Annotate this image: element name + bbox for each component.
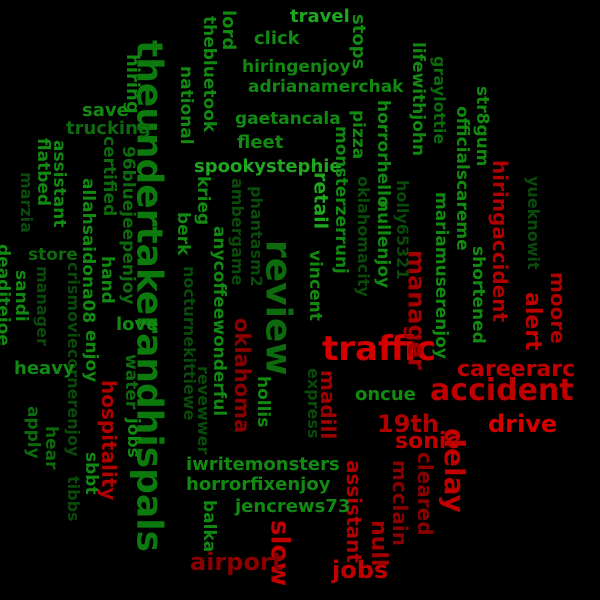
word-hospitality: hospitality [97,380,121,500]
word-nocturnekittiewe: nocturnekittiewe [180,266,199,421]
word-hiringenjoy: hiringenjoy [242,57,351,77]
word-click: click [254,28,301,49]
word-stops: stops [348,14,369,69]
word-fleet: fleet [237,132,284,153]
word-berk: berk [173,212,193,256]
word-hiring: hiring [122,54,143,114]
word-theundertakerandhispals: theundertakerandhispals [128,40,169,552]
word-apply: apply [23,406,43,459]
word-pizza: pizza [348,110,368,159]
word-moore: moore [546,272,570,344]
word-love: love [116,314,158,335]
word-horrorhello: horrorhello [373,100,393,208]
word-sonic: sonic [395,429,459,454]
word-tibbs: tibbs [64,476,83,522]
word-spookystephie: spookystephie [194,156,342,177]
word-delay: delay [438,428,471,513]
word-thebluetook: thebluetook [199,16,219,133]
word-revewwer: revewwer [194,366,213,454]
word-save: save [82,100,129,121]
word-store: store [28,245,78,265]
word-yueknowit: yueknowit [524,176,543,270]
word-gaetancala: gaetancala [235,109,341,129]
word-traffic: traffic [322,329,436,369]
word-deaditejoe: deaditejoe [0,244,13,346]
word-mcclain: mcclain [388,460,412,546]
word-krieg: krieg [193,176,213,225]
word-hand: hand [97,256,117,304]
word-null: null [366,520,391,566]
word-phantasm2: phantasm2 [247,186,266,287]
word-marzia: marzia [17,172,36,233]
word-flatbed: flatbed [33,138,53,206]
word-cleared: cleared [413,452,437,536]
word-drive: drive [488,410,557,438]
word-anycoffeewonderful: anycoffeewonderful [209,226,229,416]
word-str8gum: str8gum [472,86,492,166]
word-oncue: oncue [355,384,416,405]
word-national: national [176,66,196,145]
word-iwritemonsters: iwritemonsters [186,454,340,475]
word-crismoviecornerenjoy: crismoviecornerenjoy [64,262,83,457]
word-alert: alert [520,292,545,351]
word-hiringaccident: hiringaccident [488,160,512,323]
word-slow: slow [265,520,295,586]
word-careerarc: careerarc [457,357,575,382]
word-sbbt: sbbt [81,452,101,495]
word-manager: manager [402,250,430,370]
word-lifewithjohn: lifewithjohn [408,42,428,156]
word-manager: manager [33,266,52,346]
word-water: water [121,354,141,410]
word-monsterzerrunj: monsterzerrunj [331,126,351,274]
word-heavy: heavy [14,358,75,379]
word-review: review [257,240,298,376]
word-travel: travel [290,6,350,27]
word-vincent: vincent [305,250,325,321]
word-holly65321: holly65321 [393,180,412,279]
word-jencrews73: jencrews73 [234,496,350,517]
word-assistant: assistant [342,460,366,563]
word-retail: retail [309,172,331,229]
word-hear: hear [41,426,61,470]
word-enjoy: enjoy [81,330,101,382]
word-officialscareme: officialscareme [452,106,472,251]
word-certified: certified [99,136,119,216]
word-ambergame: ambergame [228,178,247,286]
word-express: express [304,368,323,438]
word-19th: 19th [377,410,439,438]
word-assistant: assistant [49,140,69,227]
word-mariamuserenjoy: mariamuserenjoy [431,192,451,359]
word-nullenjoy: nullenjoy [373,200,393,288]
word-accident: accident [430,373,574,408]
word-horrorfixenjoy: horrorfixenjoy [186,474,331,495]
word-oklahomacity: oklahomacity [354,176,373,297]
word-allahsaidona08: allahsaidona08 [78,178,98,323]
word-trucking: trucking [66,118,151,139]
word-graylottie: graylottie [430,56,449,144]
word-hollis: hollis [253,376,273,427]
word-sandi: sandi [11,270,31,322]
word-oklahoma: oklahoma [230,318,254,433]
word-airport: airport [190,548,283,576]
word-madill: madill [316,370,340,439]
word-adrianamerchak: adrianamerchak [248,77,404,97]
word-jobs: jobs [331,556,388,584]
word-96bluejeepenjoy: 96bluejeepenjoy [118,146,138,305]
word-lord: lord [218,10,239,50]
word-balka: balka [199,500,219,552]
word-jobs: jobs [123,417,143,458]
word-shortened: shortened [468,246,488,344]
